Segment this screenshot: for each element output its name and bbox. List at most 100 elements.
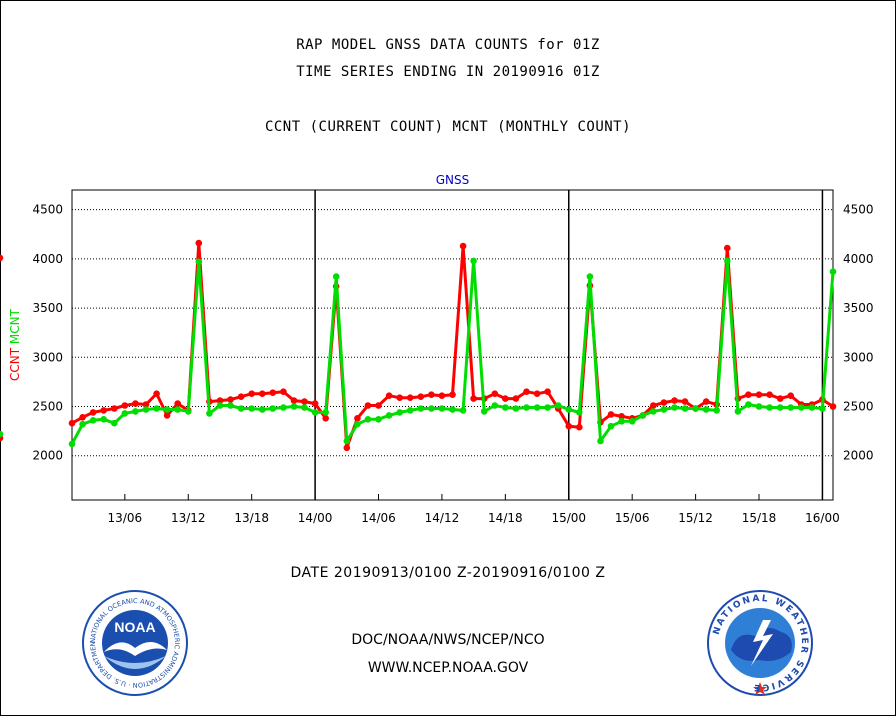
data-point-ccnt [650, 402, 657, 409]
y-axis-label-part: CCNT [8, 347, 22, 381]
data-point-ccnt [269, 389, 277, 397]
data-point-mcnt [671, 404, 678, 411]
data-point-ccnt [100, 407, 107, 414]
data-point-mcnt [396, 409, 404, 416]
data-point-mcnt [829, 268, 837, 276]
data-point-mcnt [364, 416, 372, 423]
data-point-ccnt [121, 402, 129, 409]
data-point-mcnt [216, 402, 224, 409]
data-point-ccnt [259, 390, 266, 398]
data-point-mcnt [290, 403, 298, 410]
data-point-mcnt [819, 405, 826, 412]
data-point-ccnt [776, 395, 784, 402]
data-point-mcnt [343, 437, 351, 445]
data-point-mcnt [142, 406, 150, 413]
data-point-mcnt [375, 416, 382, 423]
data-point-ccnt [459, 242, 467, 250]
data-point-ccnt [354, 415, 361, 422]
data-point-mcnt [153, 405, 160, 412]
data-point-ccnt [396, 394, 404, 402]
y-tick-label-right: 4000 [843, 252, 874, 266]
data-point-mcnt [438, 405, 446, 412]
data-point-mcnt [618, 418, 625, 425]
data-point-mcnt [639, 412, 647, 419]
data-point-ccnt [195, 239, 203, 247]
data-point-mcnt [163, 406, 171, 413]
data-point-ccnt [681, 398, 689, 405]
data-point-ccnt [470, 395, 477, 402]
data-point-mcnt [766, 404, 773, 411]
data-point-ccnt [385, 392, 393, 400]
data-point-mcnt [354, 420, 361, 428]
website-line: WWW.NCEP.NOAA.GOV [367, 660, 529, 676]
data-point-mcnt [311, 409, 319, 416]
x-tick-label: 14/00 [298, 511, 333, 525]
data-point-ccnt [618, 413, 625, 420]
data-point-mcnt [248, 405, 255, 412]
data-point-ccnt [311, 400, 319, 407]
data-point-ccnt [766, 391, 773, 399]
data-point-mcnt [417, 405, 425, 412]
data-point-mcnt [206, 410, 213, 417]
data-point-mcnt [470, 257, 477, 265]
data-point-mcnt [269, 405, 277, 412]
noaa-logo: NOAA NATIONAL OCEANIC AND ATMOSPHERIC AD… [82, 590, 188, 696]
y-tick-label-right: 4500 [843, 203, 874, 217]
data-point-ccnt [829, 403, 837, 410]
data-point-mcnt [428, 405, 435, 412]
chart-title: GNSS [436, 173, 470, 187]
data-point-ccnt [153, 390, 160, 398]
data-point-ccnt [364, 402, 372, 409]
data-point-mcnt [259, 406, 266, 413]
y-axis-label: CCNT MCNT [8, 308, 22, 381]
data-point-mcnt [0, 430, 4, 438]
data-point-mcnt [554, 402, 562, 409]
data-point-mcnt [111, 419, 118, 427]
data-point-ccnt [428, 391, 435, 399]
data-point-ccnt [745, 391, 752, 399]
y-tick-label-right: 3000 [843, 350, 874, 364]
data-point-ccnt [449, 391, 456, 399]
data-point-ccnt [79, 414, 86, 421]
data-point-mcnt [332, 273, 340, 280]
y-tick-label-left: 2000 [32, 449, 63, 463]
data-point-mcnt [597, 437, 604, 445]
data-point-ccnt [227, 396, 234, 403]
x-tick-label: 14/18 [488, 511, 523, 525]
data-point-ccnt [533, 390, 541, 398]
data-point-mcnt [523, 404, 530, 411]
y-tick-label-left: 3500 [32, 301, 63, 315]
data-point-mcnt [227, 402, 234, 409]
data-point-ccnt [702, 398, 710, 405]
data-point-ccnt [755, 391, 763, 399]
data-point-mcnt [586, 273, 594, 280]
data-point-mcnt [79, 420, 86, 428]
data-point-ccnt [237, 393, 245, 401]
noaa-logo-center-text: NOAA [114, 619, 155, 635]
data-point-ccnt [787, 392, 794, 400]
data-point-ccnt [89, 409, 97, 416]
data-point-ccnt [565, 422, 573, 430]
data-point-mcnt [301, 404, 308, 411]
x-tick-label: 15/18 [742, 511, 777, 525]
data-point-mcnt [692, 405, 699, 412]
nws-logo: NATIONAL WEATHER SERVICE [707, 590, 813, 696]
data-point-mcnt [576, 409, 583, 416]
org-line: DOC/NOAA/NWS/NCEP/NCO [351, 632, 545, 648]
data-point-ccnt [406, 394, 414, 402]
data-point-ccnt [142, 401, 150, 408]
data-point-ccnt [111, 405, 118, 412]
data-point-mcnt [533, 404, 541, 411]
data-point-ccnt [280, 388, 287, 396]
data-point-ccnt [576, 423, 583, 431]
data-point-ccnt [512, 395, 520, 402]
data-point-ccnt [322, 415, 330, 422]
series-line-ccnt [71, 241, 834, 450]
data-point-ccnt [174, 400, 181, 407]
y-tick-label-left: 2500 [32, 400, 63, 414]
data-point-ccnt [290, 397, 298, 404]
data-point-mcnt [406, 407, 414, 414]
data-point-mcnt [385, 412, 393, 419]
data-point-ccnt [724, 244, 731, 252]
